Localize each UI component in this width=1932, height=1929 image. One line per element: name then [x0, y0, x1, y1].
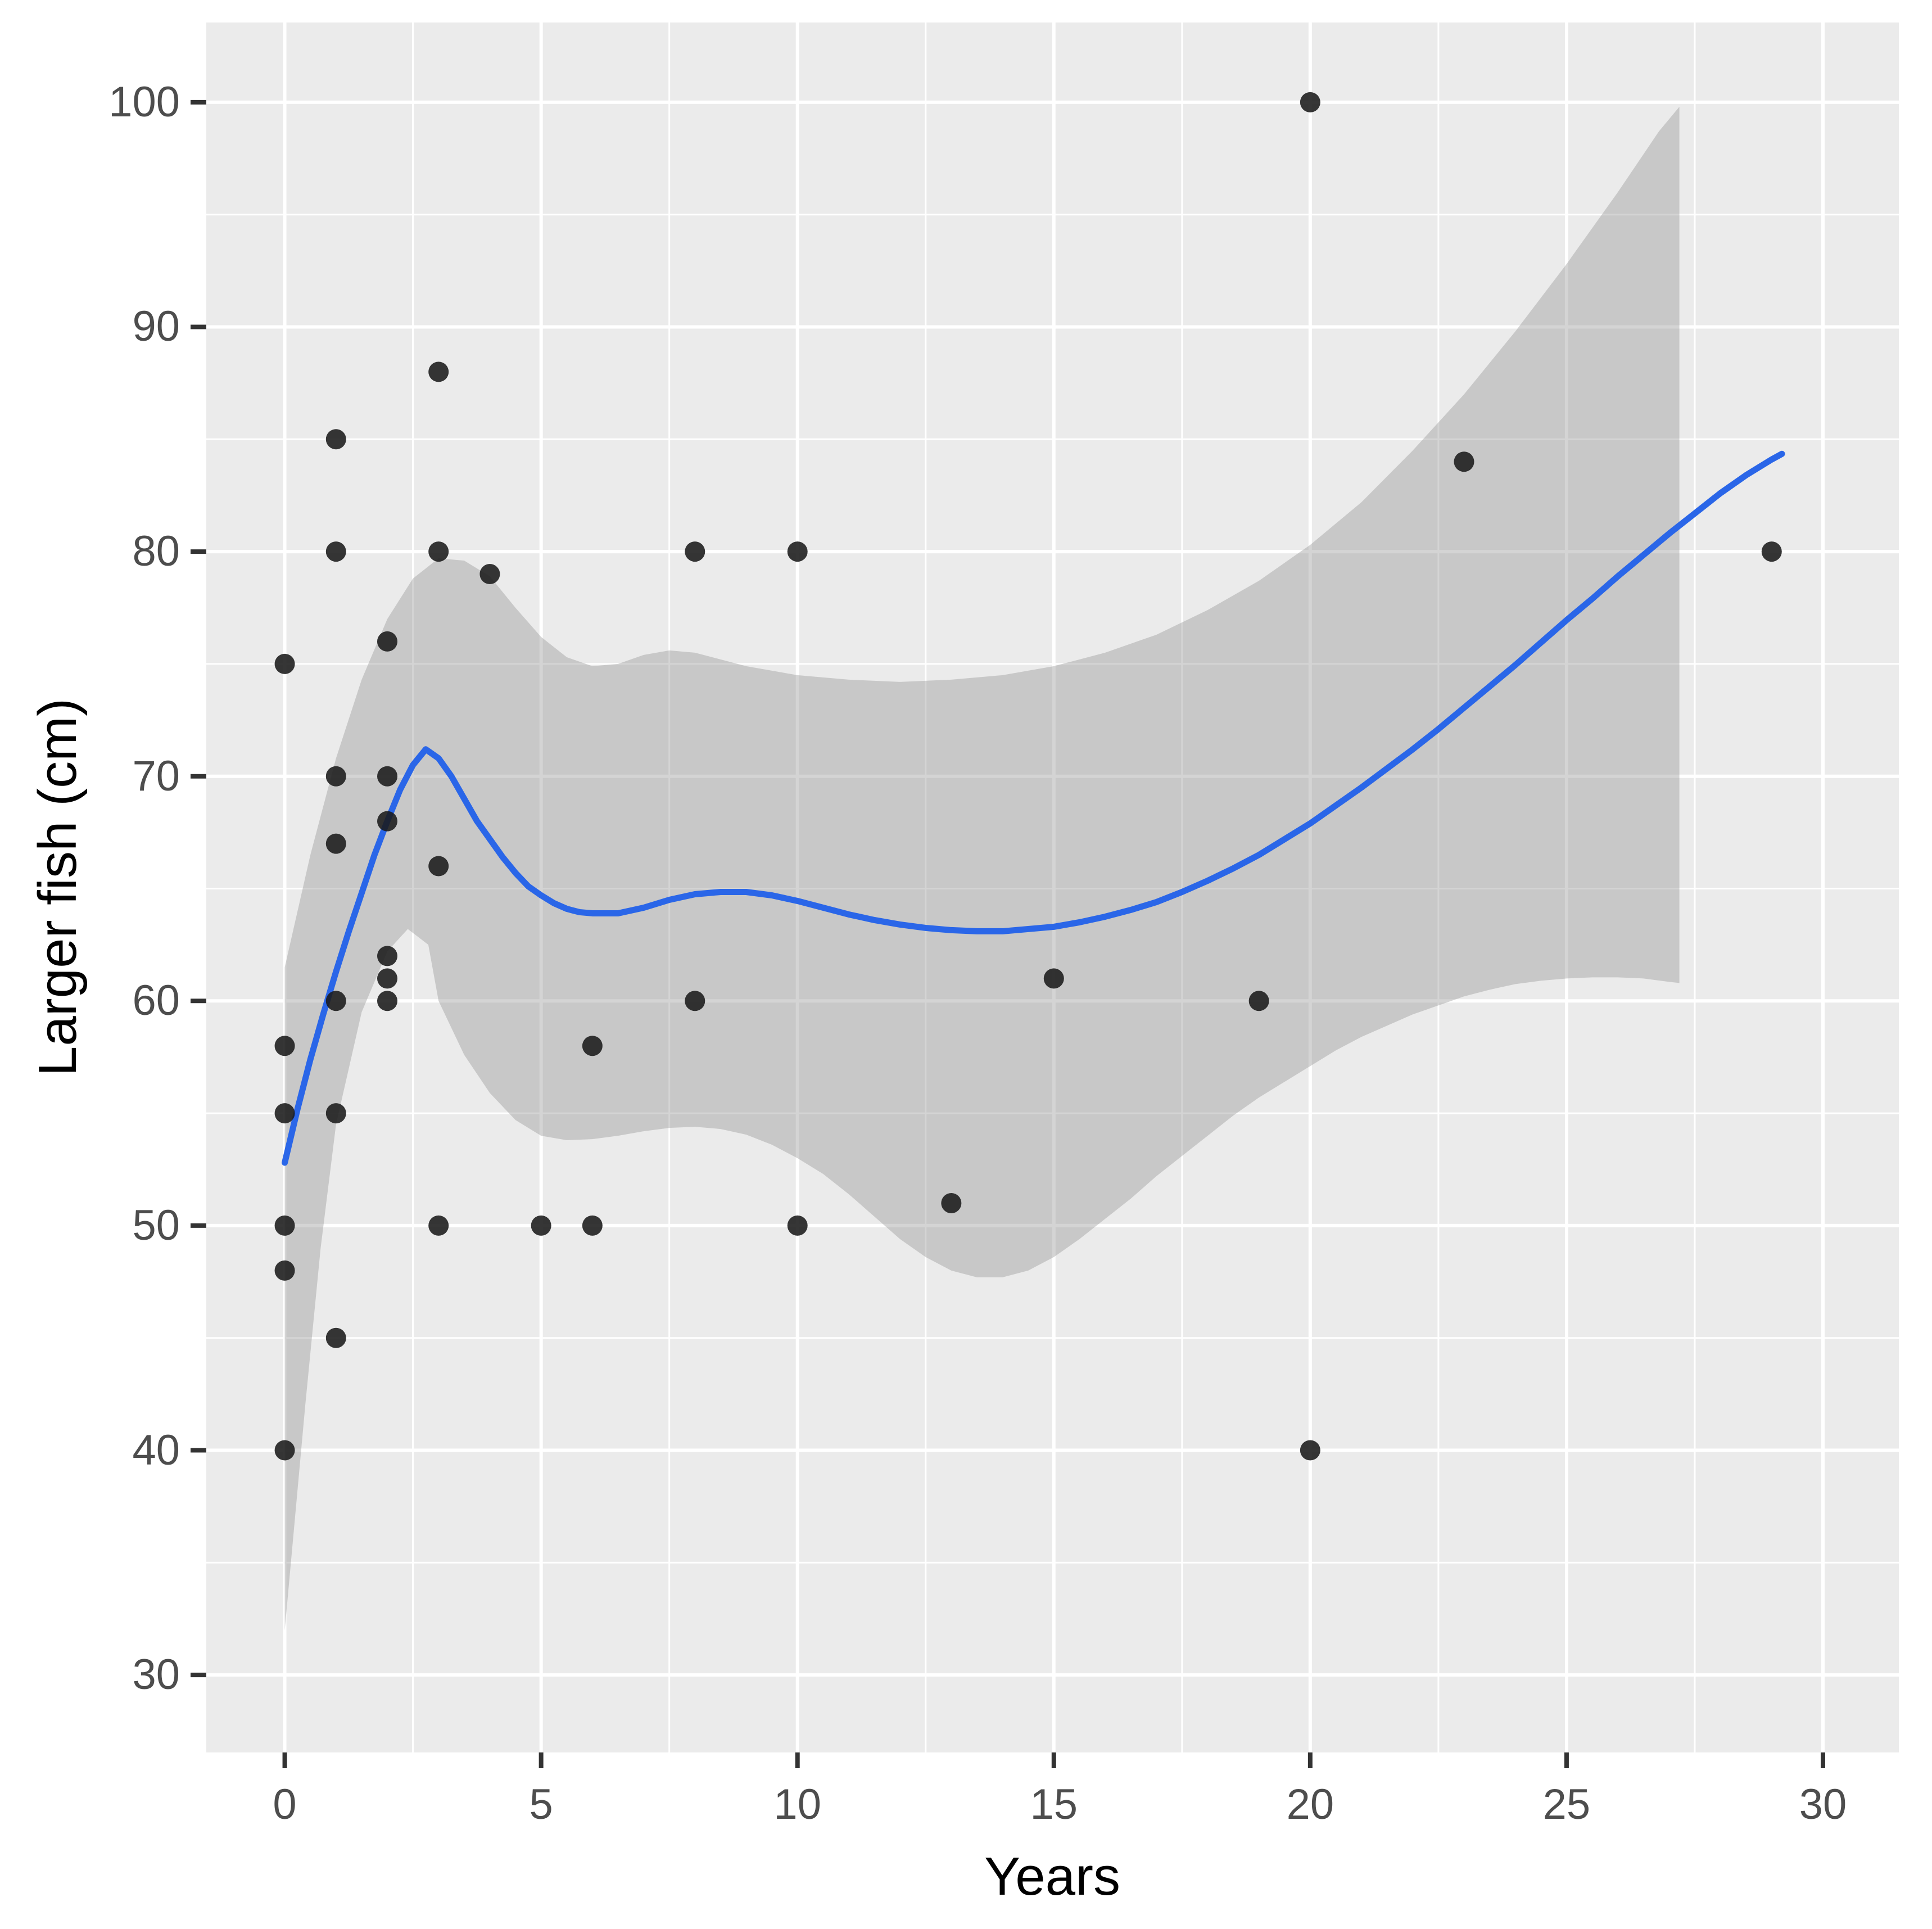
y-tick-label: 100 — [108, 78, 180, 126]
x-tick-label: 25 — [1542, 1781, 1591, 1828]
y-tick-label: 80 — [132, 527, 180, 576]
y-tick-label: 90 — [132, 302, 180, 351]
data-point — [428, 541, 449, 562]
y-tick-label: 50 — [132, 1201, 180, 1249]
data-point — [1454, 451, 1474, 472]
x-tick-label: 30 — [1799, 1781, 1847, 1828]
data-point — [325, 541, 346, 562]
data-point — [377, 631, 397, 652]
data-point — [377, 946, 397, 966]
data-point — [377, 811, 397, 832]
data-point — [787, 541, 808, 562]
data-point — [274, 1103, 295, 1124]
x-tick-label: 10 — [773, 1781, 821, 1828]
data-point — [428, 362, 449, 382]
data-point — [274, 1440, 295, 1461]
y-tick-label: 70 — [132, 752, 180, 800]
data-point — [582, 1036, 603, 1056]
x-tick-label: 15 — [1030, 1781, 1078, 1828]
smooth-trend-line — [282, 450, 1785, 1166]
data-point — [377, 991, 397, 1011]
data-point — [325, 833, 346, 854]
y-tick-label: 30 — [132, 1651, 180, 1699]
data-point — [1761, 541, 1782, 562]
y-tick-label: 60 — [132, 977, 180, 1025]
data-point — [377, 766, 397, 787]
data-point — [274, 653, 295, 674]
data-point — [428, 1215, 449, 1236]
x-tick-label: 5 — [529, 1781, 553, 1828]
data-point — [582, 1215, 603, 1236]
data-point — [787, 1215, 808, 1236]
data-point — [1300, 1440, 1320, 1461]
data-point — [325, 991, 346, 1011]
data-point — [479, 564, 500, 585]
data-point — [1043, 968, 1064, 989]
x-tick-label: 0 — [273, 1781, 297, 1828]
data-point — [685, 541, 705, 562]
y-tick-label: 40 — [132, 1426, 180, 1474]
data-point — [274, 1260, 295, 1281]
data-point — [685, 991, 705, 1011]
confidence-ribbon — [284, 106, 1680, 1630]
data-point — [1248, 991, 1269, 1011]
data-point — [274, 1036, 295, 1056]
data-point — [274, 1215, 295, 1236]
data-point — [325, 429, 346, 450]
data-point — [428, 856, 449, 877]
x-tick-label: 20 — [1286, 1781, 1334, 1828]
data-point — [325, 1103, 346, 1124]
data-point — [531, 1215, 551, 1236]
data-point — [941, 1192, 962, 1213]
data-point — [1300, 92, 1320, 112]
data-point — [325, 766, 346, 787]
data-point — [377, 968, 397, 989]
data-point — [325, 1327, 346, 1348]
x-axis-title: Years — [984, 1846, 1120, 1907]
